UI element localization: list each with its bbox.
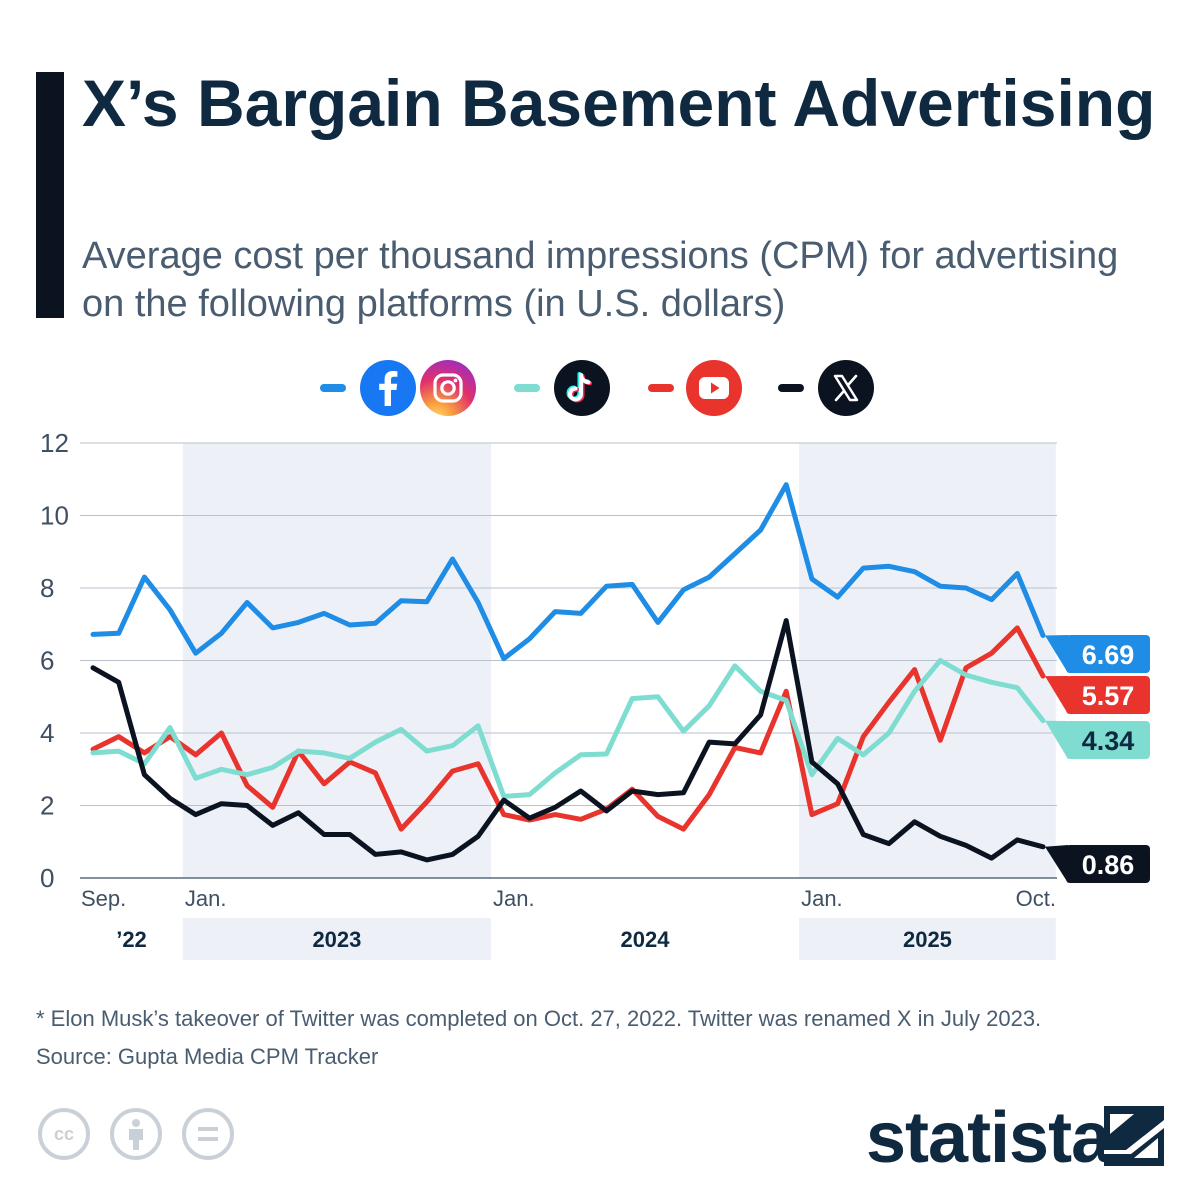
legend-item-facebook-instagram	[320, 350, 480, 426]
legend-swatch-tiktok	[514, 384, 540, 392]
y-tick-label: 12	[40, 428, 69, 458]
cpm-line-chart: 0 2 4 6 8 10 12 Sep. Jan. Jan. Jan. Oct. ’22 2023 20…	[40, 428, 1150, 960]
end-label-value: 5.57	[1082, 681, 1135, 711]
end-label-value: 6.69	[1082, 640, 1135, 670]
x-tick-label: Oct.	[1016, 886, 1056, 911]
end-value-labels: 6.69 5.57 4.34 0.86	[1045, 635, 1150, 883]
x-tick-label: Sep.	[81, 886, 126, 911]
end-label-connector	[1045, 845, 1068, 883]
year-labels: ’22 2023 2024 2025	[116, 927, 952, 952]
y-tick-label: 4	[40, 718, 54, 748]
end-label-value: 4.34	[1082, 726, 1135, 756]
creative-commons-icon[interactable]: cc	[38, 1108, 90, 1160]
footnote: * Elon Musk’s takeover of Twitter was co…	[36, 1006, 1042, 1031]
year-label: 2025	[903, 927, 952, 952]
series-line-x	[90, 618, 1046, 863]
legend-swatch-facebook-instagram	[320, 384, 346, 392]
series-line-facebook-instagram	[90, 482, 1046, 662]
page-title: X’s Bargain Basement Advertising	[82, 66, 1156, 140]
statista-logo-mark	[1104, 1106, 1164, 1166]
year-label: 2023	[312, 927, 361, 952]
end-label-connector	[1045, 720, 1068, 759]
year-strip-shade	[799, 918, 1056, 960]
legend-swatch-youtube	[648, 384, 674, 392]
end-label-connector	[1045, 676, 1068, 714]
attribution-icon[interactable]	[110, 1108, 162, 1160]
x-icon	[818, 360, 874, 416]
end-label-value: 0.86	[1082, 850, 1135, 880]
legend-item-x	[778, 350, 878, 426]
legend-swatch-x	[778, 384, 804, 392]
end-label-tiktok: 4.34	[1045, 720, 1150, 759]
page-subtitle: Average cost per thousand impressions (C…	[82, 235, 1119, 325]
year-label: 2024	[621, 927, 671, 952]
legend-item-tiktok	[514, 350, 614, 426]
legend	[0, 350, 1200, 426]
instagram-icon	[420, 360, 476, 416]
x-tick-label: Jan.	[801, 886, 843, 911]
series-line-youtube	[90, 625, 1046, 832]
year-label: ’22	[116, 927, 147, 952]
title-accent-bar	[36, 72, 64, 318]
y-tick-label: 8	[40, 573, 54, 603]
series-line-tiktok	[90, 658, 1046, 799]
series-lines	[90, 482, 1046, 863]
end-label-box	[1066, 845, 1150, 883]
x-axis-tick-labels: Sep. Jan. Jan. Jan. Oct.	[81, 886, 1056, 911]
footnote-block: * Elon Musk’s takeover of Twitter was co…	[36, 1000, 1176, 1076]
source-text: Source: Gupta Media CPM Tracker	[36, 1044, 379, 1069]
end-label-box	[1066, 635, 1150, 673]
end-label-box	[1066, 721, 1150, 759]
y-tick-label: 10	[40, 501, 69, 531]
y-tick-label: 0	[40, 863, 54, 893]
tiktok-icon	[554, 360, 610, 416]
x-tick-label: Jan.	[185, 886, 227, 911]
legend-item-youtube	[648, 350, 748, 426]
facebook-icon	[360, 360, 416, 416]
x-tick-label: Jan.	[493, 886, 535, 911]
y-tick-label: 6	[40, 646, 54, 676]
end-label-facebook-instagram: 6.69	[1045, 635, 1150, 673]
y-axis-tick-labels: 0 2 4 6 8 10 12	[40, 428, 69, 893]
youtube-icon	[686, 360, 742, 416]
end-label-box	[1066, 676, 1150, 714]
year-strip-shade	[182, 918, 491, 960]
no-derivatives-icon[interactable]	[182, 1108, 234, 1160]
end-label-connector	[1045, 635, 1068, 673]
y-tick-label: 2	[40, 791, 54, 821]
statista-logo-text[interactable]: statista	[866, 1098, 1111, 1178]
end-label-x: 0.86	[1045, 845, 1150, 883]
end-label-youtube: 5.57	[1045, 676, 1150, 714]
